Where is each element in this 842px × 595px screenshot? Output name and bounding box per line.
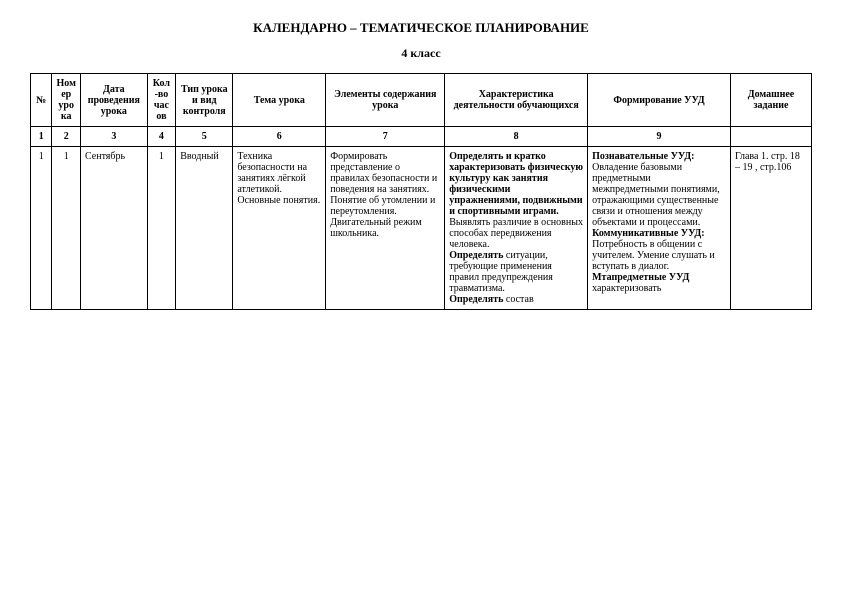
c9-t2: Потребность в общении с учителем. Умение…: [592, 239, 715, 272]
c8-p4a: Определять: [449, 294, 503, 305]
h-dom: Домашнее задание: [730, 74, 811, 127]
c8-p1: Определять и кратко характеризовать физи…: [449, 151, 583, 217]
h-uud: Формирование УУД: [588, 74, 731, 127]
cell-kol: 1: [147, 147, 176, 310]
n7: 7: [326, 127, 445, 147]
h-kol: Кол-во часов: [147, 74, 176, 127]
n10: [730, 127, 811, 147]
number-row: 1 2 3 4 5 6 7 8 9: [31, 127, 812, 147]
page-title: КАЛЕНДАРНО – ТЕМАТИЧЕСКОЕ ПЛАНИРОВАНИЕ: [30, 20, 812, 36]
c9-h2: Коммуникативные УУД:: [592, 228, 705, 239]
c9-t3: характеризовать: [592, 283, 661, 294]
n8: 8: [445, 127, 588, 147]
cell-dom: Глава 1. стр. 18 – 19 , стр.106: [730, 147, 811, 310]
cell-tema: Техника безопасности на занятиях лёгкой …: [233, 147, 326, 310]
h-tema: Тема урока: [233, 74, 326, 127]
plan-table: № Номер урока Дата проведения урока Кол-…: [30, 73, 812, 310]
c9-h1: Познавательные УУД:: [592, 151, 694, 162]
n9: 9: [588, 127, 731, 147]
cell-date: Сентябрь: [80, 147, 147, 310]
c8-p3a: Определять: [449, 250, 503, 261]
h-nomer: Номер урока: [52, 74, 81, 127]
header-row: № Номер урока Дата проведения урока Кол-…: [31, 74, 812, 127]
h-elem: Элементы содержания урока: [326, 74, 445, 127]
cell-elem: Формировать представление о правилах без…: [326, 147, 445, 310]
cell-tip: Вводный: [176, 147, 233, 310]
n1: 1: [31, 127, 52, 147]
n2: 2: [52, 127, 81, 147]
c9-t1: Овладение базовыми предметными межпредме…: [592, 162, 720, 228]
h-tip: Тип урока и вид контроля: [176, 74, 233, 127]
cell-num: 1: [31, 147, 52, 310]
h-num: №: [31, 74, 52, 127]
n6: 6: [233, 127, 326, 147]
cell-uud: Познавательные УУД: Овладение базовыми п…: [588, 147, 731, 310]
c9-h3: Мтапредметные УУД: [592, 272, 689, 283]
h-date: Дата проведения урока: [80, 74, 147, 127]
n4: 4: [147, 127, 176, 147]
page-subtitle: 4 класс: [30, 46, 812, 61]
h-char: Характеристика деятельности обучающихся: [445, 74, 588, 127]
cell-char: Определять и кратко характеризовать физи…: [445, 147, 588, 310]
c8-p4b: состав: [503, 294, 533, 305]
table-row: 1 1 Сентябрь 1 Вводный Техника безопасно…: [31, 147, 812, 310]
n5: 5: [176, 127, 233, 147]
c8-p2: Выявлять различие в основных способах пе…: [449, 217, 583, 250]
n3: 3: [80, 127, 147, 147]
cell-nomer: 1: [52, 147, 81, 310]
